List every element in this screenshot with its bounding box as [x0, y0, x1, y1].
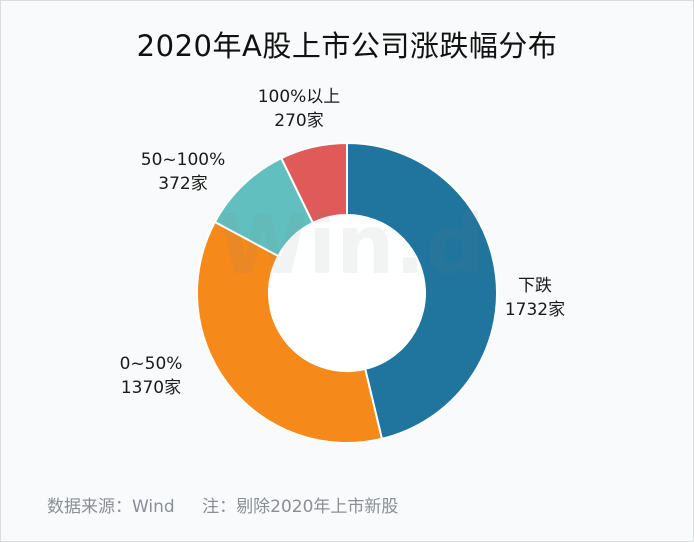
slice-label-1: 0~50%	[120, 354, 183, 374]
slice-label-3: 100%以上	[258, 87, 341, 107]
watermark-logo: Win.d	[218, 198, 485, 293]
slice-label-0: 下跌	[518, 276, 552, 296]
chart-footer: 数据来源：Wind 注：剔除2020年上市新股	[47, 492, 398, 517]
slice-value-0: 1732家	[505, 300, 565, 320]
slice-value-3: 270家	[274, 111, 323, 131]
chart-title: 2020年A股上市公司涨跌幅分布	[136, 29, 558, 63]
exclusion-note: 注：剔除2020年上市新股	[202, 497, 399, 517]
donut-slice-3	[279, 141, 348, 225]
slice-value-1: 1370家	[121, 378, 181, 398]
donut-slices	[196, 141, 498, 444]
donut-hole	[269, 215, 425, 371]
source-note: 数据来源：Wind	[47, 497, 175, 517]
slice-labels: 下跌 1732家 0~50% 1370家 50~100% 372家 100%以上 270家	[120, 87, 566, 398]
slice-label-2: 50~100%	[141, 150, 225, 170]
slice-value-2: 372家	[158, 174, 207, 194]
